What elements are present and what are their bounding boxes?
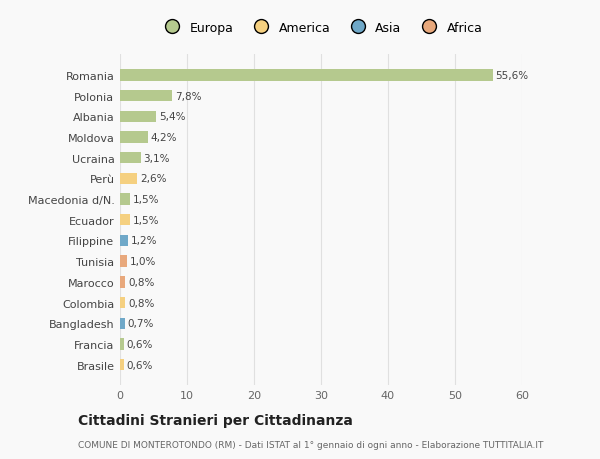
Text: 1,5%: 1,5%	[133, 195, 159, 205]
Text: 2,6%: 2,6%	[140, 174, 167, 184]
Bar	[120, 174, 137, 185]
Bar	[120, 277, 125, 288]
Bar	[120, 297, 125, 308]
Bar	[120, 91, 172, 102]
Text: 7,8%: 7,8%	[175, 91, 202, 101]
Text: COMUNE DI MONTEROTONDO (RM) - Dati ISTAT al 1° gennaio di ogni anno - Elaborazio: COMUNE DI MONTEROTONDO (RM) - Dati ISTAT…	[78, 441, 544, 449]
Bar	[120, 318, 125, 329]
Bar	[120, 194, 130, 205]
Bar	[120, 339, 124, 350]
Bar	[120, 235, 128, 246]
Text: 0,7%: 0,7%	[127, 319, 154, 329]
Bar	[120, 132, 148, 143]
Text: 1,0%: 1,0%	[130, 257, 156, 267]
Text: 0,6%: 0,6%	[127, 339, 153, 349]
Text: 0,8%: 0,8%	[128, 277, 154, 287]
Bar	[120, 256, 127, 267]
Text: 55,6%: 55,6%	[495, 71, 529, 81]
Text: Cittadini Stranieri per Cittadinanza: Cittadini Stranieri per Cittadinanza	[78, 414, 353, 428]
Bar	[120, 153, 141, 164]
Text: 0,6%: 0,6%	[127, 360, 153, 370]
Text: 1,5%: 1,5%	[133, 215, 159, 225]
Text: 3,1%: 3,1%	[143, 153, 170, 163]
Text: 0,8%: 0,8%	[128, 298, 154, 308]
Bar	[120, 70, 493, 81]
Text: 1,2%: 1,2%	[131, 236, 157, 246]
Legend: Europa, America, Asia, Africa: Europa, America, Asia, Africa	[160, 22, 482, 34]
Bar	[120, 359, 124, 370]
Text: 4,2%: 4,2%	[151, 133, 178, 143]
Bar	[120, 215, 130, 226]
Bar	[120, 112, 156, 123]
Text: 5,4%: 5,4%	[159, 112, 185, 122]
